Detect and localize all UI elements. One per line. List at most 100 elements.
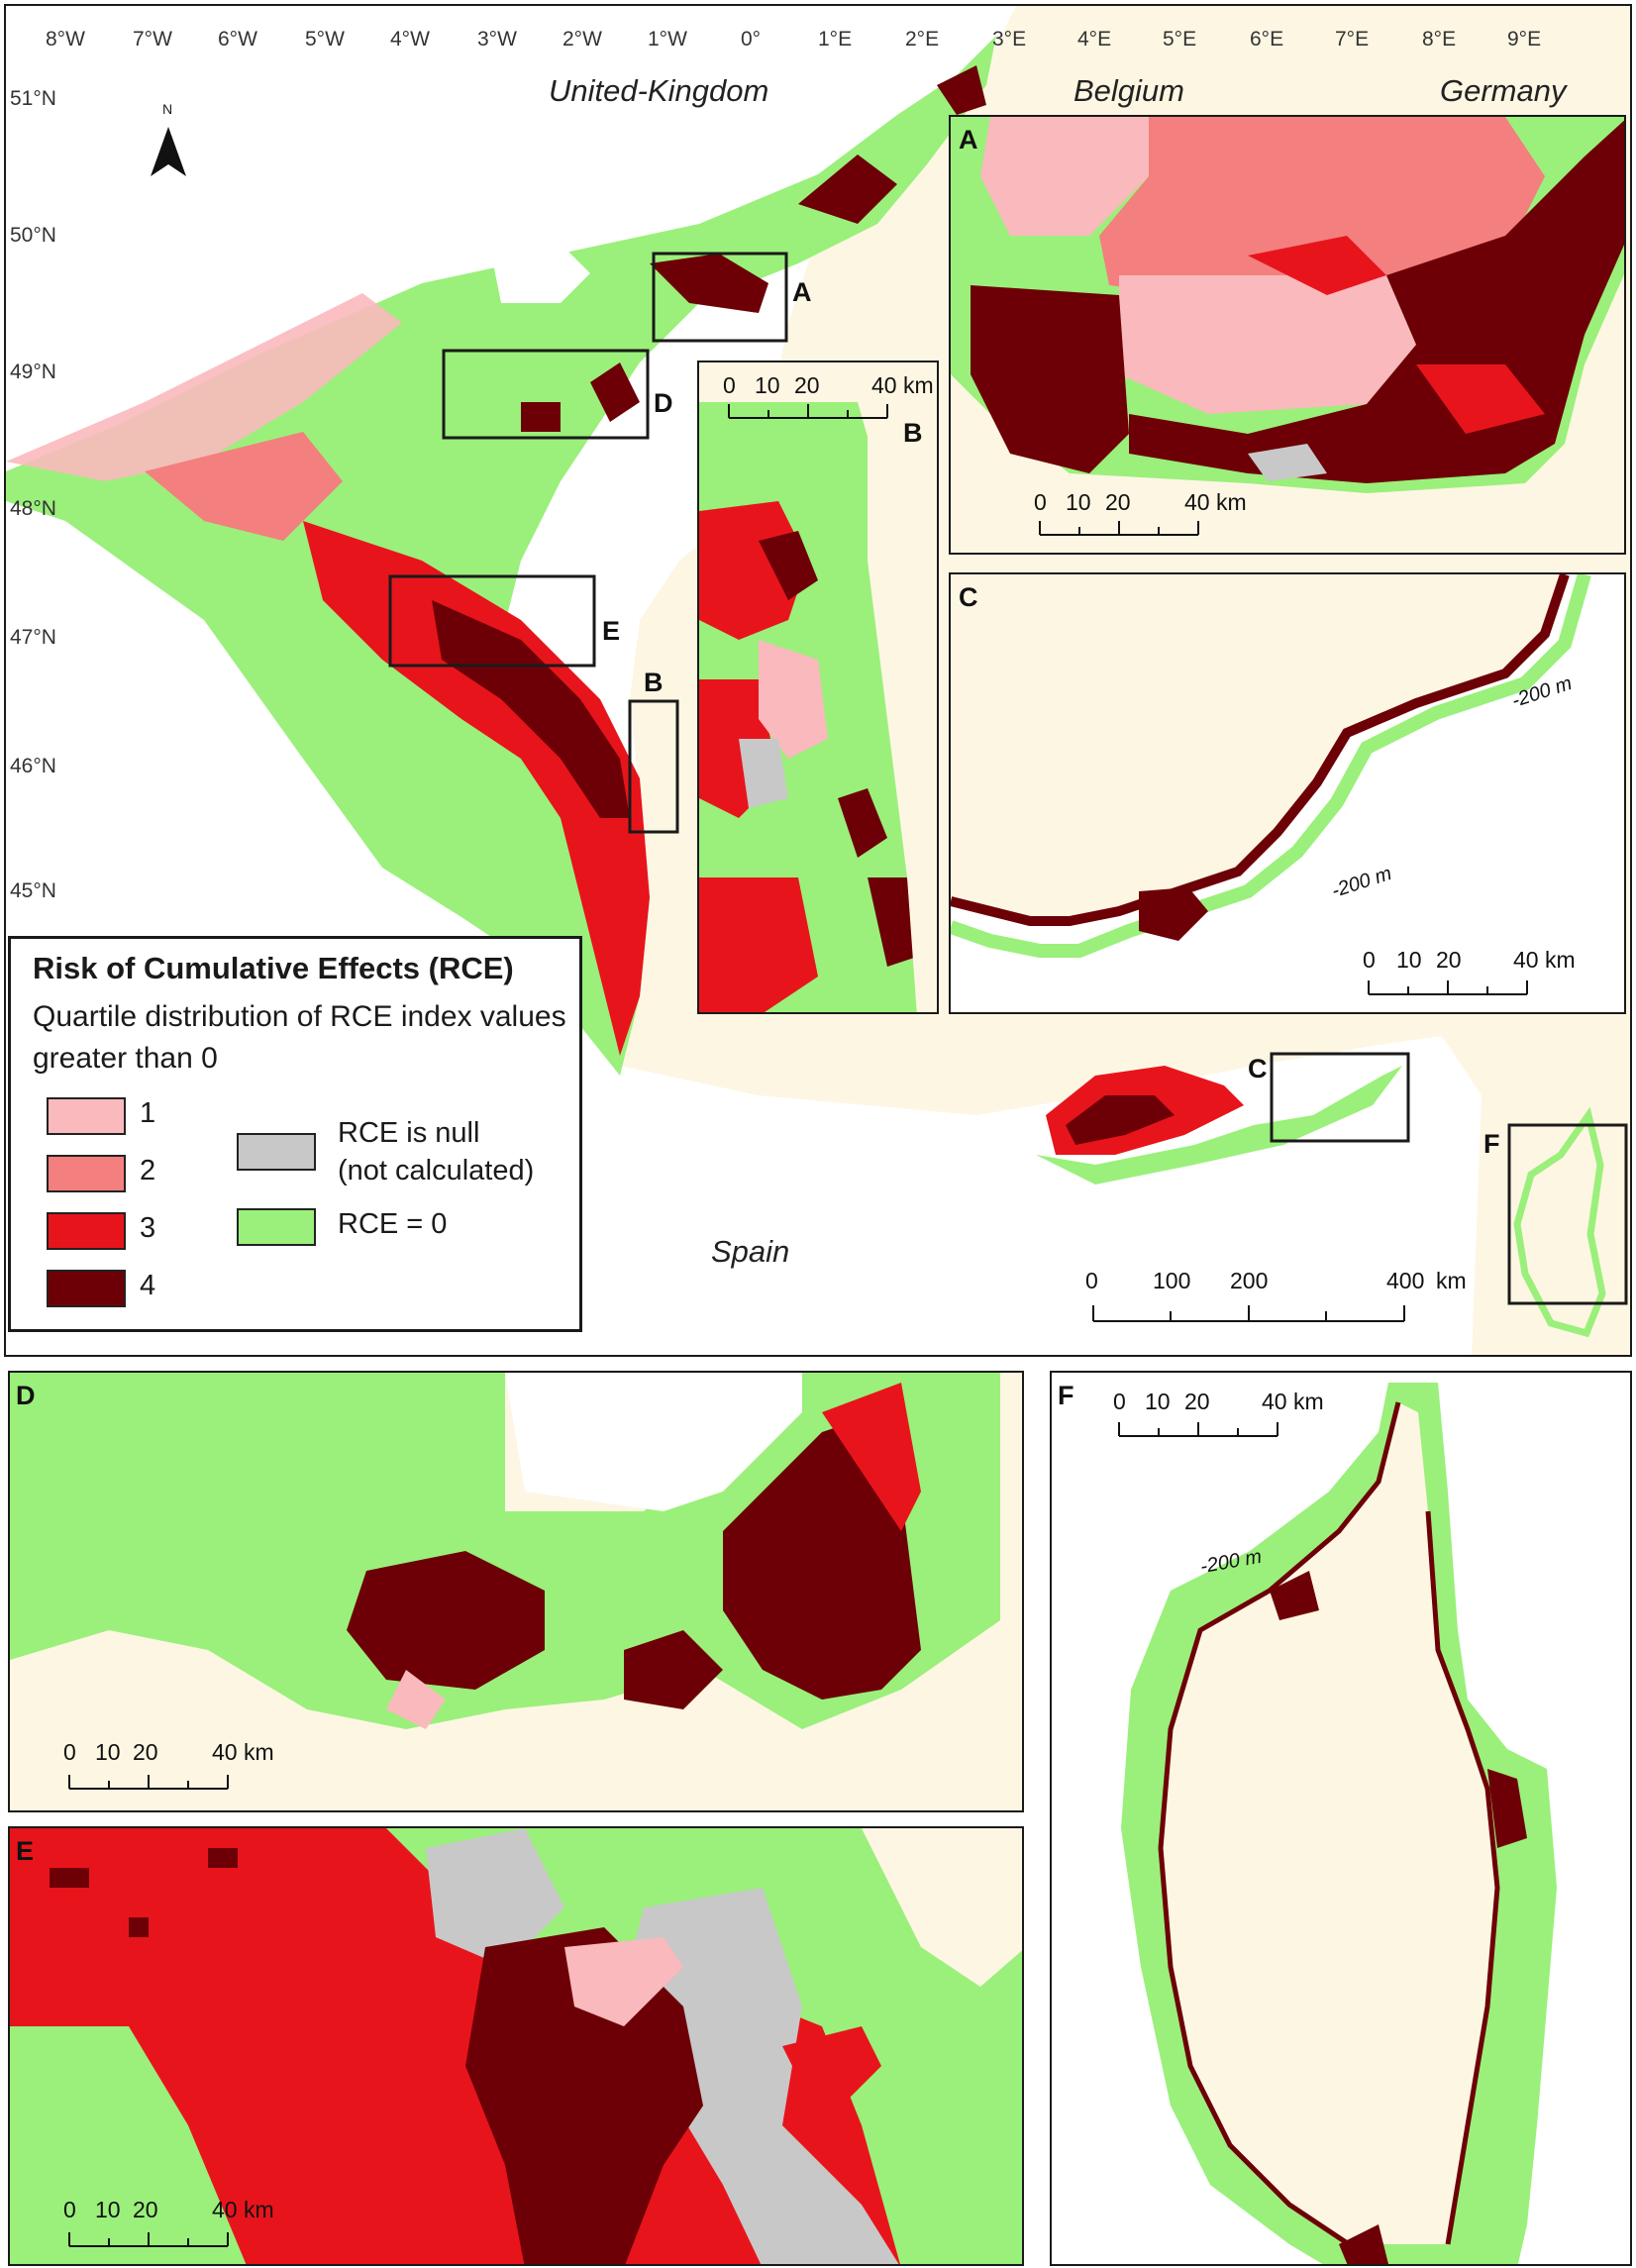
inset-a-letter: A (959, 125, 978, 155)
inset-e-letter: E (16, 1836, 35, 1866)
scale-unit-label: km (903, 372, 934, 398)
inset-e-map (10, 1828, 1022, 2264)
channel-red-d (521, 362, 640, 432)
inset-c-map (951, 574, 1624, 1012)
lat-label: 47°N (10, 626, 56, 649)
lon-label: 2°E (905, 28, 940, 51)
lon-label: 1°E (818, 28, 853, 51)
box-label-f: F (1483, 1129, 1500, 1159)
corsica-island (1513, 1106, 1606, 1338)
legend-title: Risk of Cumulative Effects (RCE) (33, 951, 514, 985)
lat-label: 48°N (10, 497, 56, 520)
legend-swatch-null (237, 1133, 316, 1171)
inset-c-letter: C (959, 582, 978, 612)
scale-tick-label: 200 (1230, 1268, 1269, 1293)
legend-null-label: RCE is null (338, 1117, 480, 1149)
lat-label: 50°N (10, 224, 56, 247)
legend-subtitle: Quartile distribution of RCE index value… (33, 1000, 566, 1075)
shelf-green (6, 36, 996, 1076)
box-label-d: D (654, 388, 673, 418)
scale-tick-label: 400 (1386, 1268, 1425, 1293)
lon-label: 1°W (648, 28, 687, 51)
scale-tick-label: 0 (1363, 947, 1376, 973)
country-label-germany: Germany (1440, 73, 1567, 108)
inset-b-map (699, 362, 937, 1012)
lon-label: 6°W (218, 28, 257, 51)
box-label-a: A (792, 277, 812, 307)
inset-d: D 0 10 20 40 km (8, 1371, 1024, 1812)
legend-class-label: 2 (140, 1155, 156, 1186)
lat-label: 45°N (10, 879, 56, 902)
scale-unit-label: km (244, 2197, 274, 2222)
shelf-light-red (145, 432, 343, 541)
legend-class-label: 4 (140, 1270, 156, 1301)
box-d-outline (442, 349, 650, 440)
legend-swatch-zero (237, 1208, 316, 1246)
legend-swatch-1 (47, 1097, 126, 1135)
scale-unit-label: km (244, 1739, 274, 1765)
inset-d-letter: D (16, 1381, 36, 1410)
legend-zero-label: RCE = 0 (338, 1208, 448, 1240)
lon-label: 8°W (46, 28, 85, 51)
inset-b: 0 10 20 40 km B (697, 361, 939, 1014)
shelf-pink (6, 293, 402, 481)
scale-tick-label: 20 (794, 372, 820, 398)
scale-tick-label: 0 (723, 372, 736, 398)
scale-tick-label: 40 (1513, 947, 1539, 973)
box-a-outline (652, 252, 788, 343)
scale-tick-label: 40 (212, 1739, 238, 1765)
scale-tick-label: 0 (63, 1739, 76, 1765)
inset-d-map (10, 1373, 1022, 1810)
inset-b-letter: B (903, 418, 923, 448)
legend-class-label: 1 (140, 1097, 156, 1129)
scale-tick-label: 10 (95, 1739, 121, 1765)
lon-label: 9°E (1507, 28, 1542, 51)
scale-unit-label: km (1216, 489, 1247, 515)
inset-a-map (951, 117, 1624, 553)
scale-tick-label: 20 (133, 2197, 158, 2222)
legend-swatch-4 (47, 1270, 126, 1307)
legend-swatch-3 (47, 1212, 126, 1250)
scale-tick-label: 0 (1034, 489, 1047, 515)
scale-tick-label: 0 (1113, 1389, 1126, 1414)
inset-a: A 0 10 20 40 km (949, 115, 1626, 555)
lon-label: 2°W (562, 28, 602, 51)
box-label-b: B (644, 668, 664, 697)
box-label-c: C (1248, 1054, 1268, 1083)
box-b-outline (628, 699, 679, 834)
lat-label: 46°N (10, 755, 56, 777)
scale-tick-label: 20 (1105, 489, 1131, 515)
lat-label: 49°N (10, 361, 56, 383)
lon-label: 0° (741, 28, 762, 51)
scale-tick-label: 10 (1396, 947, 1422, 973)
inset-f: F 0 10 20 40 km -200 m (1050, 1371, 1632, 2266)
scale-tick-label: 40 (871, 372, 897, 398)
scale-tick-label: 10 (1145, 1389, 1171, 1414)
main-scale-bar (1092, 1305, 1405, 1322)
scale-tick-label: 0 (63, 2197, 76, 2222)
box-e-outline (388, 574, 596, 668)
scale-tick-label: 20 (1184, 1389, 1210, 1414)
scale-tick-label: 40 (1262, 1389, 1287, 1414)
country-label-belgium: Belgium (1074, 73, 1184, 108)
lon-label: 5°E (1163, 28, 1197, 51)
legend-swatch-2 (47, 1155, 126, 1192)
lon-label: 7°E (1335, 28, 1370, 51)
mediterranean-coast-dark (1066, 1095, 1175, 1145)
inset-e: E 0 10 20 40 km (8, 1826, 1024, 2266)
scale-tick-label: 40 (1184, 489, 1210, 515)
box-label-e: E (602, 616, 621, 646)
legend: Risk of Cumulative Effects (RCE) Quartil… (8, 936, 582, 1332)
country-label-uk: United-Kingdom (549, 73, 769, 108)
scale-unit-label: km (1293, 1389, 1324, 1414)
inset-f-letter: F (1058, 1381, 1074, 1410)
shelf-dark-red (432, 600, 630, 818)
lon-label: 4°W (390, 28, 430, 51)
lon-label: 6°E (1250, 28, 1284, 51)
box-f-outline (1507, 1123, 1628, 1305)
white-channel-island (491, 244, 590, 303)
scale-tick-label: 10 (95, 2197, 121, 2222)
scale-unit-label: km (1545, 947, 1576, 973)
scale-tick-label: 20 (133, 1739, 158, 1765)
scale-tick-label: 20 (1436, 947, 1462, 973)
